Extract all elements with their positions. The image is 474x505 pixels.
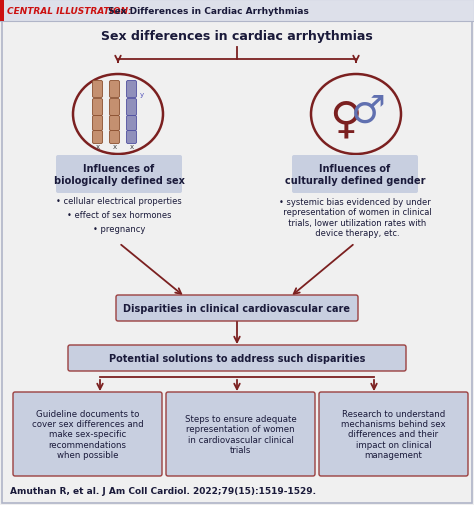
- Text: Sex Differences in Cardiac Arrhythmias: Sex Differences in Cardiac Arrhythmias: [105, 7, 309, 16]
- FancyBboxPatch shape: [56, 156, 182, 193]
- FancyBboxPatch shape: [92, 99, 102, 116]
- Text: Steps to ensure adequate
representation of women
in cardiovascular clinical
tria: Steps to ensure adequate representation …: [185, 414, 296, 454]
- FancyBboxPatch shape: [127, 131, 137, 144]
- Text: x: x: [113, 144, 117, 149]
- Text: Amuthan R, et al. J Am Coll Cardiol. 2022;79(15):1519-1529.: Amuthan R, et al. J Am Coll Cardiol. 202…: [10, 486, 316, 495]
- FancyBboxPatch shape: [109, 131, 119, 144]
- FancyBboxPatch shape: [127, 81, 137, 98]
- Bar: [0, 0, 474, 22]
- Text: • effect of sex hormones: • effect of sex hormones: [67, 211, 171, 220]
- Bar: [0, 0, 4, 22]
- Text: ♀: ♀: [328, 98, 361, 141]
- FancyBboxPatch shape: [92, 116, 102, 131]
- Text: CENTRAL ILLUSTRATION:: CENTRAL ILLUSTRATION:: [7, 7, 132, 16]
- FancyBboxPatch shape: [68, 345, 406, 371]
- FancyBboxPatch shape: [109, 99, 119, 116]
- Text: Disparities in clinical cardiovascular care: Disparities in clinical cardiovascular c…: [124, 304, 350, 314]
- Text: ♂: ♂: [351, 93, 385, 131]
- FancyBboxPatch shape: [13, 392, 162, 476]
- FancyBboxPatch shape: [92, 81, 102, 98]
- Text: Guideline documents to
cover sex differences and
make sex-specific
recommendatio: Guideline documents to cover sex differe…: [32, 409, 143, 460]
- FancyBboxPatch shape: [109, 81, 119, 98]
- Text: x: x: [96, 144, 100, 149]
- Text: Potential solutions to address such disparities: Potential solutions to address such disp…: [109, 354, 365, 363]
- FancyBboxPatch shape: [116, 295, 358, 321]
- Text: Sex differences in cardiac arrhythmias: Sex differences in cardiac arrhythmias: [101, 29, 373, 42]
- Text: Influences of
biologically defined sex: Influences of biologically defined sex: [54, 164, 184, 185]
- Text: y: y: [140, 92, 144, 98]
- Text: • pregnancy: • pregnancy: [93, 225, 145, 234]
- Text: Influences of
culturally defined gender: Influences of culturally defined gender: [285, 164, 425, 185]
- FancyBboxPatch shape: [292, 156, 418, 193]
- FancyBboxPatch shape: [319, 392, 468, 476]
- FancyBboxPatch shape: [92, 131, 102, 144]
- Text: Research to understand
mechanisms behind sex
differences and their
impact on cli: Research to understand mechanisms behind…: [341, 409, 446, 460]
- FancyBboxPatch shape: [166, 392, 315, 476]
- Text: x: x: [130, 144, 134, 149]
- FancyBboxPatch shape: [127, 99, 137, 116]
- FancyBboxPatch shape: [127, 116, 137, 131]
- Text: • cellular electrical properties: • cellular electrical properties: [56, 197, 182, 206]
- FancyBboxPatch shape: [109, 116, 119, 131]
- Text: • systemic bias evidenced by under
  representation of women in clinical
  trial: • systemic bias evidenced by under repre…: [278, 197, 432, 238]
